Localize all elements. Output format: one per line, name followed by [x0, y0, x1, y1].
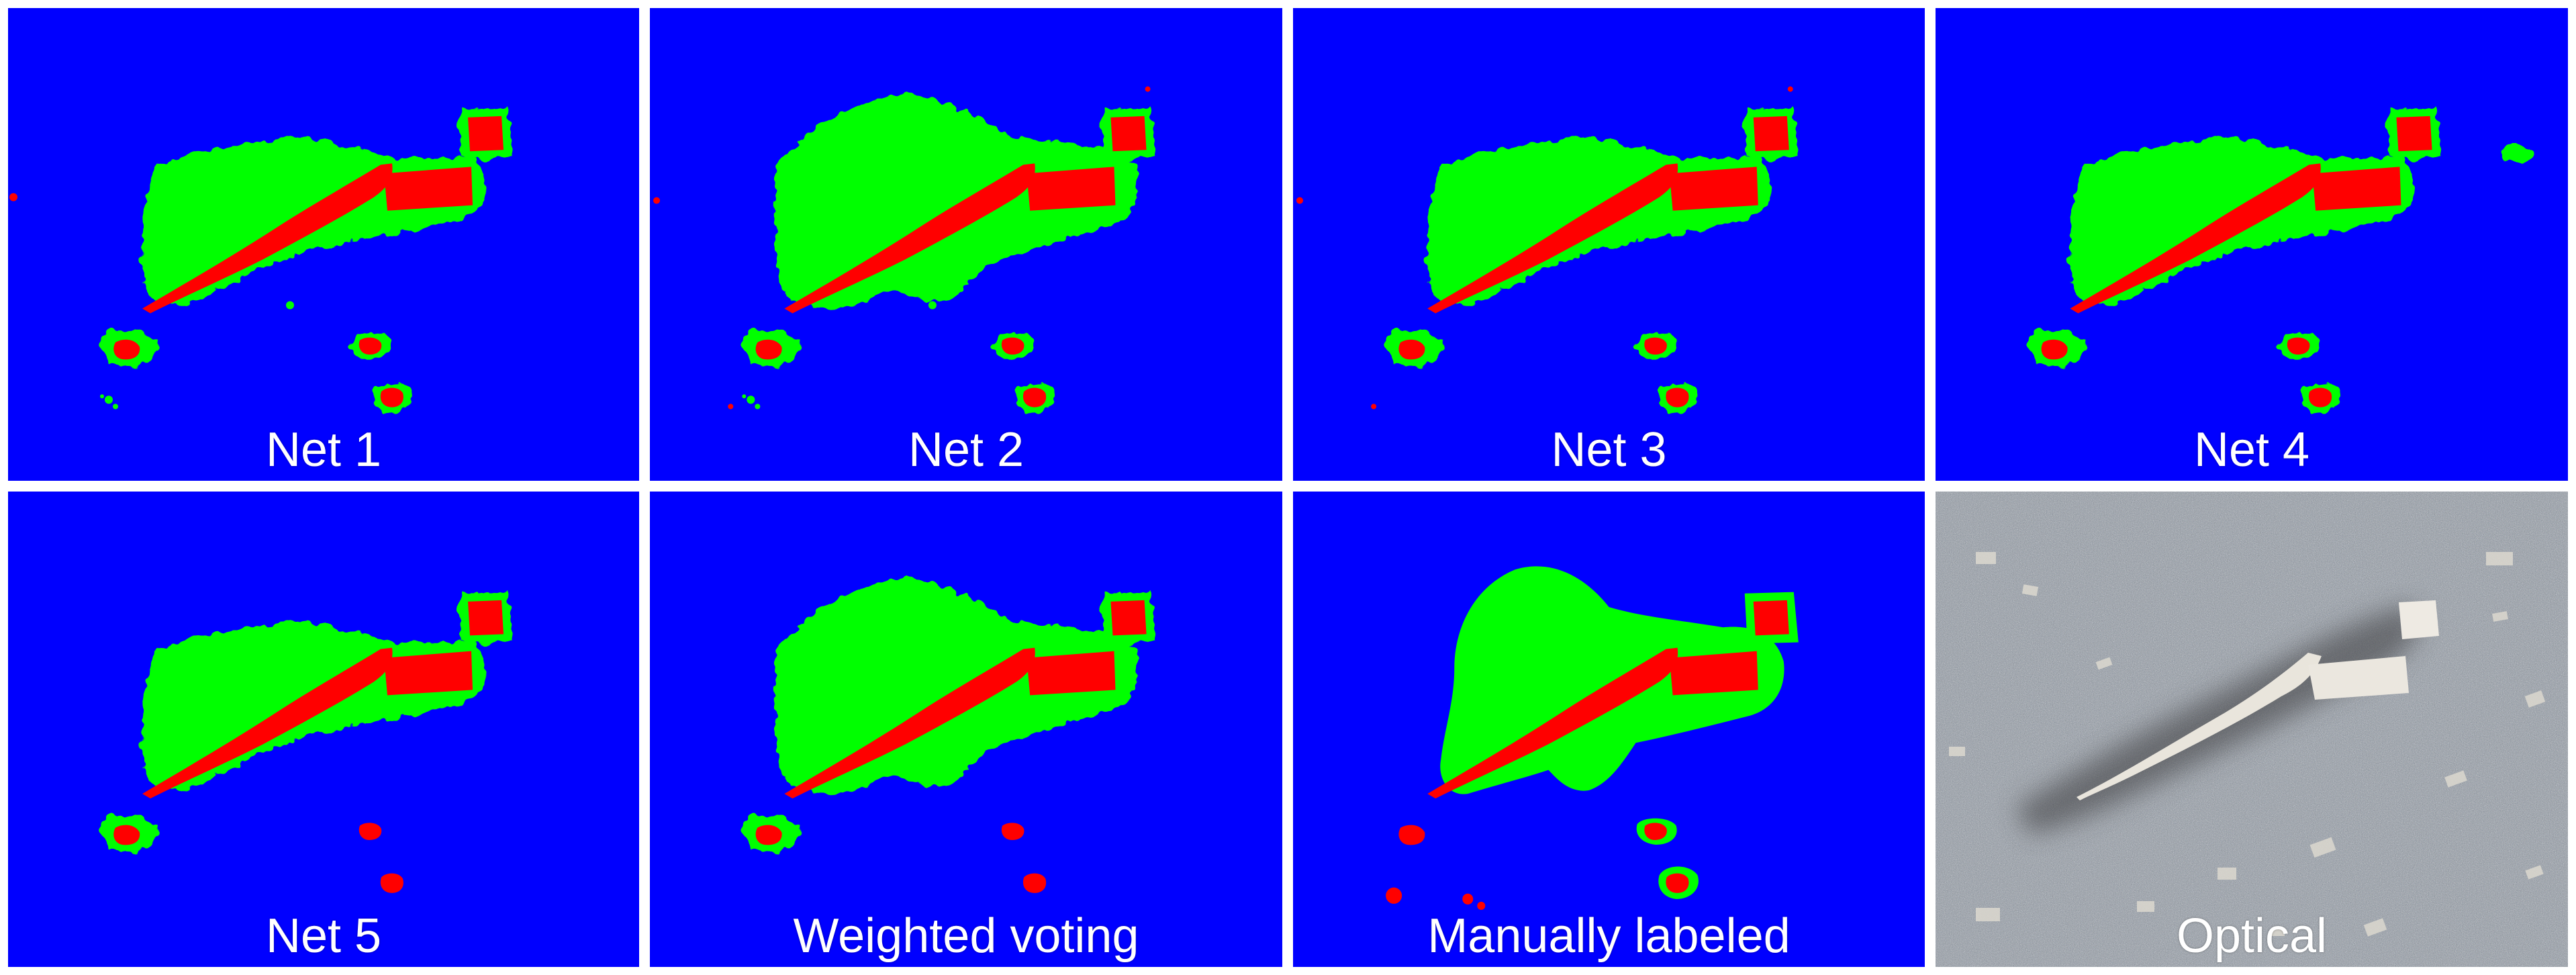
panel-net4: Net 4 — [1936, 8, 2568, 481]
segmentation-map-image — [8, 8, 639, 481]
panel-caption: Net 2 — [908, 423, 1024, 477]
panel-caption: Weighted voting — [793, 909, 1139, 963]
panel-caption: Optical — [2176, 909, 2328, 963]
segmentation-map-image — [650, 8, 1282, 481]
segmentation-map-image — [8, 492, 639, 967]
panel-caption: Net 4 — [2193, 423, 2310, 477]
panel-net2: Net 2 — [650, 8, 1282, 481]
panel-caption: Net 5 — [265, 909, 382, 963]
panel-net5: Net 5 — [8, 492, 639, 967]
segmentation-map-image — [1293, 492, 1925, 967]
panel-caption: Net 3 — [1551, 423, 1667, 477]
panel-manual: Manually labeled — [1293, 492, 1925, 967]
panel-optical: Optical — [1936, 492, 2568, 967]
segmentation-map-image — [1936, 8, 2568, 481]
panel-weighted: Weighted voting — [650, 492, 1282, 967]
panel-caption: Manually labeled — [1427, 909, 1791, 963]
segmentation-map-image — [1293, 8, 1925, 481]
optical-photo-image — [1936, 492, 2568, 967]
panel-caption: Net 1 — [265, 423, 382, 477]
panel-net3: Net 3 — [1293, 8, 1925, 481]
panel-net1: Net 1 — [8, 8, 639, 481]
segmentation-map-image — [650, 492, 1282, 967]
